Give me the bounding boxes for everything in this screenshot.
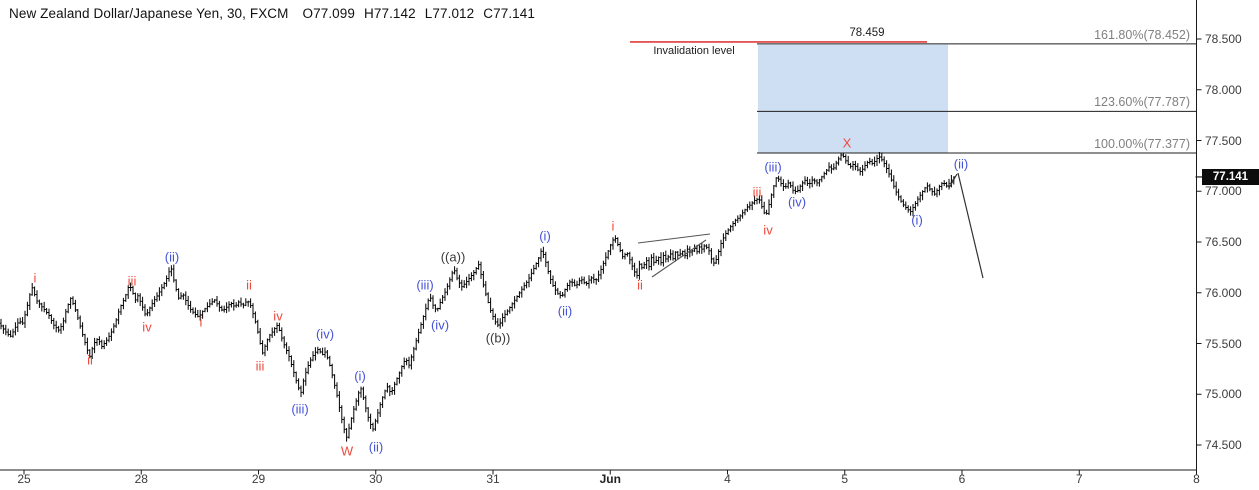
fib-level-label: 123.60%(77.787)	[1094, 95, 1190, 110]
ohlc-open: O77.099	[302, 6, 356, 21]
time-tick-label: 8	[1193, 472, 1200, 486]
triangle-trendline[interactable]	[637, 233, 711, 244]
wave-label-iii: iii	[127, 273, 137, 289]
wave-label-i: i	[199, 314, 203, 330]
price-tick-label: 76.000	[1205, 285, 1242, 300]
time-tick-label: 4	[724, 472, 731, 486]
time-tick-label: 28	[134, 472, 148, 486]
symbol-title[interactable]: New Zealand Dollar/Japanese Yen, 30, FXC…	[9, 6, 289, 21]
fib-extension-zone	[758, 44, 948, 153]
ohlc-low: L77.012	[424, 6, 475, 21]
wave-label-a: ((a))	[440, 249, 466, 265]
price-tick-label: 75.500	[1205, 336, 1242, 351]
wave-label-ii: (ii)	[953, 156, 969, 172]
wave-label-iv: (iv)	[315, 326, 335, 342]
price-tick-label: 78.500	[1205, 32, 1242, 46]
fib-level-label: 161.80%(78.452)	[1094, 27, 1190, 42]
time-tick-label: 29	[251, 472, 266, 486]
time-tick-label: 5	[841, 472, 849, 486]
invalidation-level-label: Invalidation level	[653, 45, 735, 57]
time-tick-label: 31	[486, 472, 500, 486]
wave-label-iv: (iv)	[430, 317, 450, 333]
price-tick-label: 78.000	[1205, 82, 1242, 97]
forecast-arrow-head	[948, 173, 958, 189]
chart-legend: New Zealand Dollar/Japanese Yen, 30, FXC…	[9, 6, 544, 21]
wave-label-iv: iv	[273, 308, 283, 324]
wave-label-iii: (iii)	[416, 277, 434, 293]
time-tick-label: 30	[369, 472, 383, 486]
wave-label-i: (i)	[539, 228, 551, 244]
wave-label-ii: (ii)	[164, 249, 180, 265]
price-tick-label: 76.500	[1205, 235, 1242, 249]
wave-label-b: ((b))	[485, 330, 511, 346]
wave-label-iv: (iv)	[787, 194, 807, 210]
wave-label-i: (i)	[354, 368, 366, 384]
wave-label-iii: (iii)	[291, 401, 309, 417]
invalidation-price-label: 78.459	[849, 27, 885, 39]
time-tick-label: 7	[1075, 472, 1083, 486]
time-tick-label: Jun	[599, 472, 621, 486]
fib-level-label: 100.00%(77.377)	[1094, 136, 1190, 151]
price-tick-label: 75.000	[1205, 387, 1242, 402]
wave-label-iv: iv	[142, 319, 152, 335]
ohlc-close: C77.141	[483, 6, 536, 21]
wave-label-X: X	[842, 135, 852, 151]
price-tick-label: 77.500	[1205, 133, 1242, 148]
wave-label-ii: ii	[87, 352, 93, 368]
wave-label-iv: iv	[763, 222, 773, 238]
ohlc-bars	[0, 152, 955, 442]
time-tick-label: 25	[17, 472, 31, 486]
triangle-trendline[interactable]	[651, 239, 707, 278]
current-price-badge: 77.141	[1202, 168, 1259, 185]
wave-label-ii: (ii)	[557, 303, 573, 319]
price-tick-label: 77.000	[1205, 184, 1242, 199]
wave-label-iii: iii	[752, 184, 762, 200]
wave-label-i: (i)	[911, 212, 923, 228]
wave-label-iii: iii	[255, 358, 265, 374]
wave-label-i: i	[33, 270, 37, 286]
forecast-arrow[interactable]	[957, 172, 984, 279]
ohlc-bar-ticks	[0, 154, 955, 438]
time-tick-label: 6	[958, 472, 966, 486]
wave-label-ii: (ii)	[368, 439, 384, 455]
price-tick-label: 74.500	[1205, 438, 1242, 452]
wave-label-ii: ii	[637, 277, 643, 293]
wave-label-W: W	[340, 443, 354, 459]
ohlc-high: H77.142	[364, 6, 416, 21]
wave-label-ii: ii	[246, 277, 252, 293]
wave-label-i: i	[611, 218, 615, 234]
wave-label-iii: (iii)	[764, 159, 782, 175]
